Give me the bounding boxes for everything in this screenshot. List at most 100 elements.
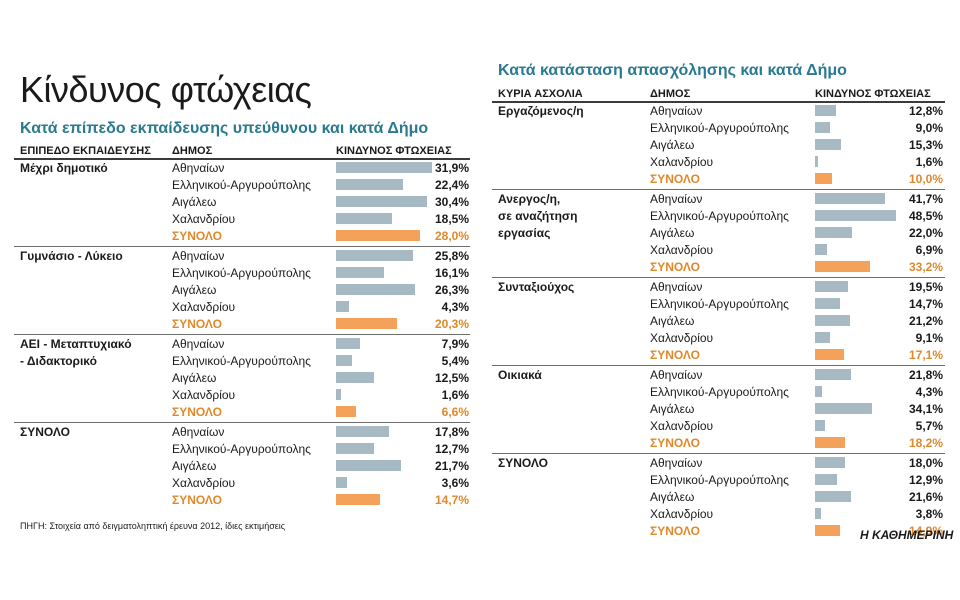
municipality-label: Ελληνικού-Αργυρούπολης — [172, 266, 311, 280]
value-label: 18,0% — [908, 456, 943, 470]
total-row-label: ΣΥΝΟΛΟ — [172, 493, 222, 507]
municipality-label: Αθηναίων — [650, 104, 703, 118]
municipality-label: Ελληνικού-Αργυρούπολης — [650, 121, 789, 135]
municipality-label: Αιγάλεω — [650, 226, 695, 240]
municipality-label: Ελληνικού-Αργυρούπολης — [172, 442, 311, 456]
value-label: 9,0% — [915, 121, 943, 135]
value-bar — [815, 281, 848, 292]
value-label: 30,4% — [434, 195, 469, 209]
category-label: εργασίας — [498, 226, 551, 240]
total-bar — [336, 318, 397, 329]
value-bar — [815, 457, 845, 468]
category-label: Εργαζόμενος/η — [498, 104, 584, 118]
municipality-label: Αθηναίων — [172, 337, 225, 351]
value-label: 10,0% — [908, 172, 943, 186]
municipality-label: Ελληνικού-Αργυρούπολης — [650, 209, 789, 223]
value-bar — [815, 508, 821, 519]
total-row-label: ΣΥΝΟΛΟ — [650, 348, 700, 362]
municipality-label: Χαλανδρίου — [172, 476, 236, 490]
municipality-label: Ελληνικού-Αργυρούπολης — [650, 473, 789, 487]
value-label: 21,6% — [908, 490, 943, 504]
group-divider — [14, 246, 470, 247]
value-label: 25,8% — [434, 249, 469, 263]
value-label: 3,8% — [915, 507, 943, 521]
value-label: 22,4% — [434, 178, 469, 192]
municipality-label: Αθηναίων — [650, 456, 703, 470]
municipality-label: Αιγάλεω — [172, 283, 217, 297]
value-label: 28,0% — [434, 229, 469, 243]
value-bar — [336, 389, 341, 400]
page-title: Κίνδυνος φτώχειας — [20, 69, 312, 110]
municipality-label: Ελληνικού-Αργυρούπολης — [172, 354, 311, 368]
municipality-label: Χαλανδρίου — [172, 212, 236, 226]
total-row-label: ΣΥΝΟΛΟ — [650, 260, 700, 274]
value-bar — [336, 355, 352, 366]
value-label: 41,7% — [908, 192, 943, 206]
chart-title: Κατά επίπεδο εκπαίδευσης υπεύθυνου και κ… — [20, 120, 429, 137]
group-divider — [492, 365, 945, 366]
municipality-label: Χαλανδρίου — [650, 419, 714, 433]
total-bar — [336, 230, 420, 241]
value-label: 18,2% — [908, 436, 943, 450]
value-bar — [815, 210, 896, 221]
total-row-label: ΣΥΝΟΛΟ — [650, 436, 700, 450]
value-bar — [336, 301, 349, 312]
category-label: Ανεργος/η, — [498, 192, 561, 206]
value-label: 21,2% — [908, 314, 943, 328]
municipality-label: Αιγάλεω — [650, 138, 695, 152]
municipality-label: Αθηναίων — [172, 249, 225, 263]
column-header-value: ΚΙΝΔΥΝΟΣ ΦΤΩΧΕΙΑΣ — [336, 145, 452, 157]
value-label: 14,7% — [908, 297, 943, 311]
column-header-category: ΕΠΙΠΕΔΟ ΕΚΠΑΙΔΕΥΣΗΣ — [20, 145, 151, 157]
value-label: 34,1% — [908, 402, 943, 416]
municipality-label: Ελληνικού-Αργυρούπολης — [172, 178, 311, 192]
column-header-municipality: ΔΗΜΟΣ — [172, 145, 213, 157]
value-label: 12,5% — [434, 371, 469, 385]
value-bar — [815, 369, 851, 380]
value-bar — [336, 477, 347, 488]
total-row-label: ΣΥΝΟΛΟ — [650, 524, 700, 538]
value-bar — [336, 372, 374, 383]
value-label: 12,8% — [908, 104, 943, 118]
value-bar — [815, 244, 827, 255]
value-bar — [815, 156, 818, 167]
value-label: 4,3% — [441, 300, 469, 314]
column-header-category: ΚΥΡΙΑ ΑΣΧΟΛΙΑ — [498, 88, 583, 100]
value-label: 14,7% — [434, 493, 469, 507]
municipality-label: Αιγάλεω — [650, 314, 695, 328]
category-label: Οικιακά — [498, 368, 542, 382]
group-divider — [14, 334, 470, 335]
value-label: 1,6% — [915, 155, 943, 169]
value-bar — [815, 403, 872, 414]
municipality-label: Αιγάλεω — [172, 195, 217, 209]
value-bar — [336, 179, 403, 190]
group-divider — [492, 277, 945, 278]
category-label: Γυμνάσιο - Λύκειο — [20, 249, 123, 263]
municipality-label: Χαλανδρίου — [650, 243, 714, 257]
municipality-label: Χαλανδρίου — [172, 388, 236, 402]
value-label: 9,1% — [915, 331, 943, 345]
value-label: 12,9% — [908, 473, 943, 487]
column-header-municipality: ΔΗΜΟΣ — [650, 88, 691, 100]
category-label: Μέχρι δημοτικό — [20, 161, 108, 175]
value-bar — [815, 474, 837, 485]
value-label: 12,7% — [434, 442, 469, 456]
value-label: 21,8% — [908, 368, 943, 382]
column-header-value: ΚΙΝΔΥΝΟΣ ΦΤΩΧΕΙΑΣ — [815, 88, 931, 100]
value-label: 15,3% — [908, 138, 943, 152]
total-row-label: ΣΥΝΟΛΟ — [172, 405, 222, 419]
header-divider — [14, 158, 470, 160]
municipality-label: Αιγάλεω — [650, 490, 695, 504]
value-label: 21,7% — [434, 459, 469, 473]
value-label: 16,1% — [434, 266, 469, 280]
municipality-label: Ελληνικού-Αργυρούπολης — [650, 385, 789, 399]
value-label: 7,9% — [441, 337, 469, 351]
value-bar — [336, 162, 432, 173]
value-label: 20,3% — [434, 317, 469, 331]
source-note: ΠΗΓΗ: Στοιχεία από δειγματοληπτική έρευν… — [20, 521, 286, 531]
category-label: - Διδακτορικό — [20, 354, 97, 368]
municipality-label: Αιγάλεω — [172, 371, 217, 385]
value-label: 31,9% — [434, 161, 469, 175]
municipality-label: Αθηναίων — [650, 280, 703, 294]
total-row-label: ΣΥΝΟΛΟ — [650, 172, 700, 186]
